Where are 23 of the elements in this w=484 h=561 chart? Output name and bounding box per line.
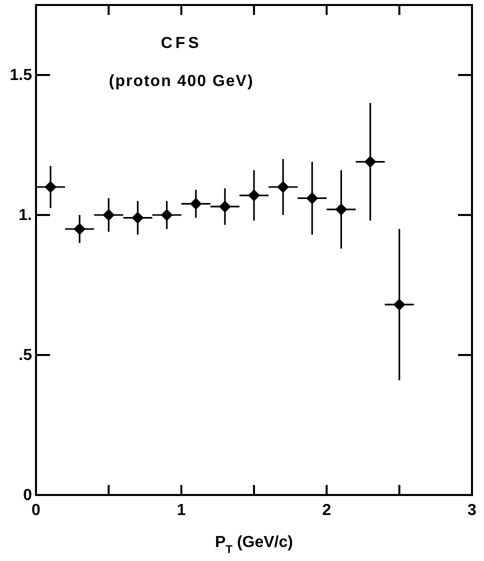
point	[44, 181, 57, 193]
text: CFS	[160, 35, 202, 52]
y-tick-label: 0	[23, 487, 32, 504]
y-tick-label: 1.	[18, 207, 32, 224]
point	[190, 198, 202, 210]
x-axis-title: P$_{T}$ (GeV/c)	[215, 534, 293, 556]
point	[248, 189, 260, 202]
point	[218, 200, 231, 213]
point	[393, 298, 406, 311]
x-tick-label: 3	[468, 502, 477, 519]
point	[132, 212, 144, 224]
y-tick-label: 1.5	[10, 67, 32, 84]
text: (proton 400 GeV)	[108, 73, 254, 90]
point	[160, 209, 173, 221]
x-tick-label: 1	[176, 502, 186, 519]
y-tick-label: .5	[18, 347, 32, 364]
point	[364, 156, 376, 168]
point	[102, 209, 115, 221]
point	[306, 192, 318, 204]
x-tick-label: 2	[322, 502, 332, 519]
point	[277, 181, 290, 193]
point	[335, 203, 348, 216]
point	[74, 223, 86, 235]
